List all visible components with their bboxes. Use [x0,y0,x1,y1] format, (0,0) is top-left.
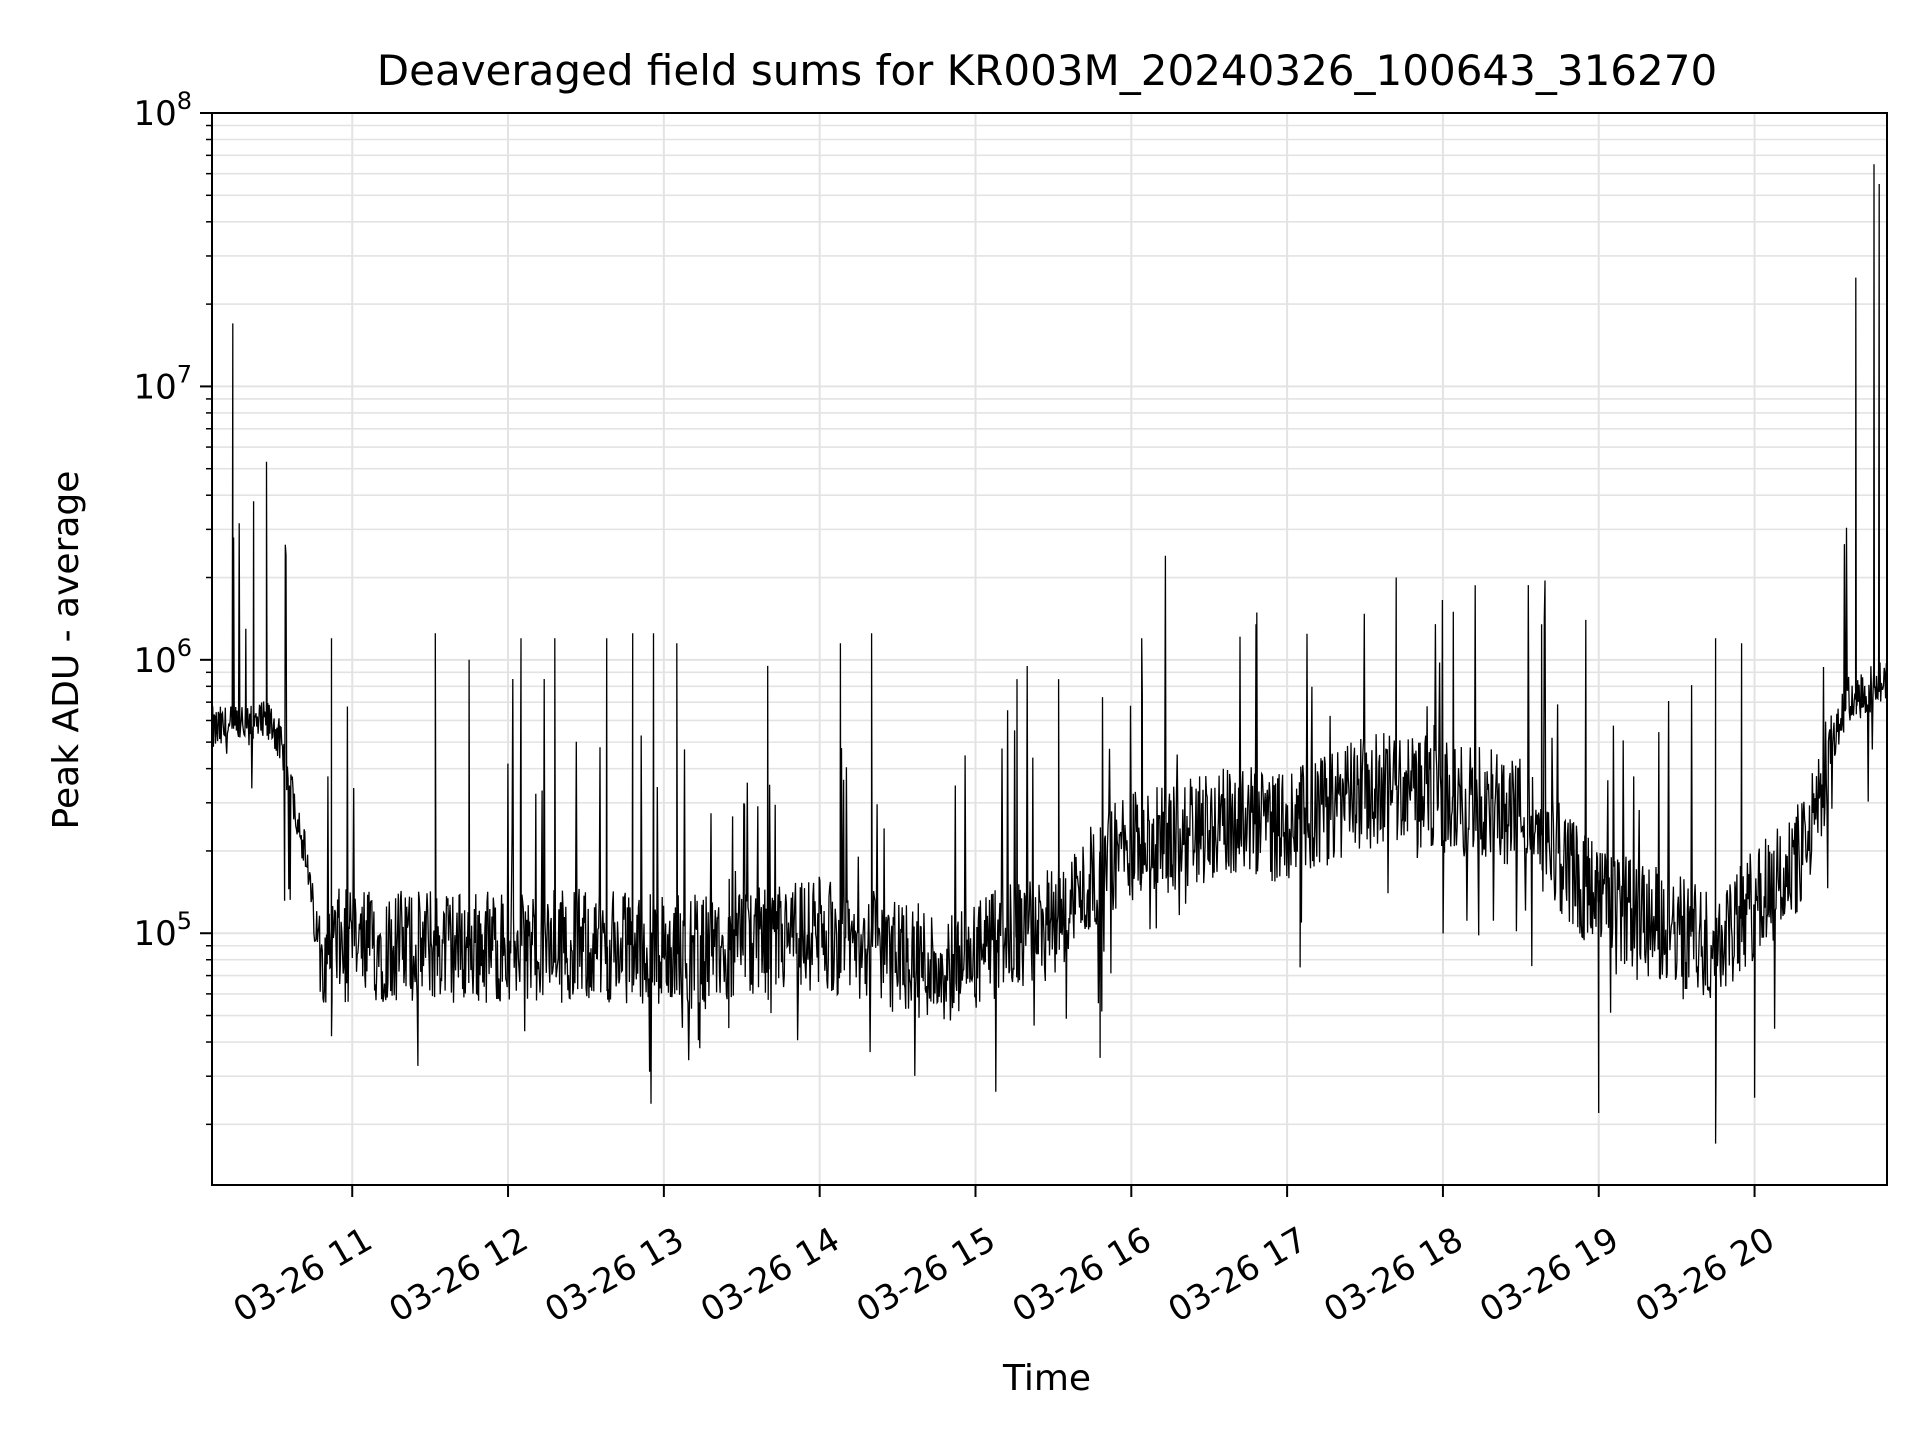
plot-area [211,164,1888,1144]
y-tick-label: 107 [133,360,192,407]
y-tick-label: 108 [133,87,192,134]
series-line [211,164,1888,1144]
y-axis: 105 106 107 108 [133,87,212,1126]
plot-frame [211,112,1888,1186]
y-axis-label: Peak ADU - average [46,471,87,830]
x-axis-label: Time [1002,1358,1091,1399]
y-tick-label: 105 [133,907,192,954]
chart-title: Deaveraged field sums for KR003M_2024032… [377,46,1717,95]
y-tick-label: 106 [133,634,192,681]
